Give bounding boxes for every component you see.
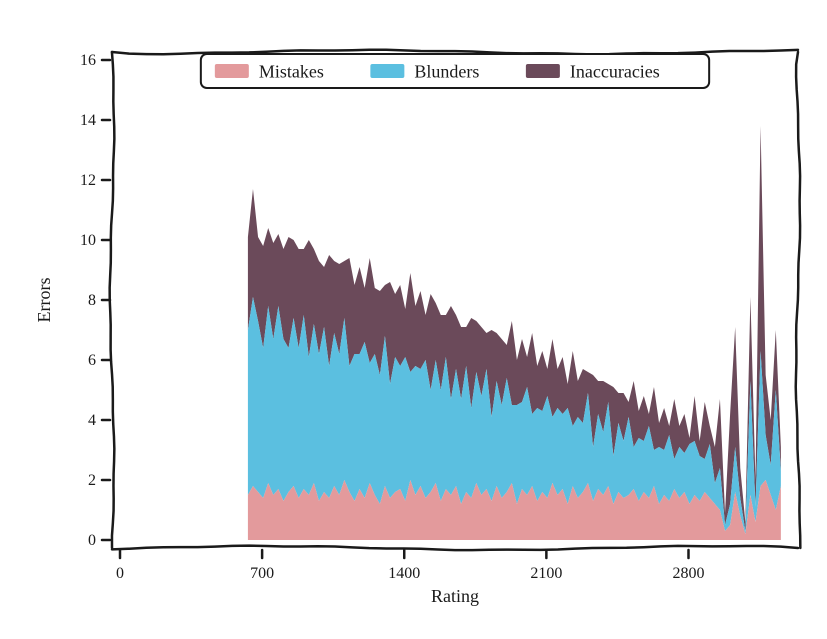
y-tick-label: 12 <box>80 172 96 189</box>
y-tick-label: 16 <box>80 52 96 69</box>
x-tick-label: 2100 <box>530 565 562 582</box>
y-tick-label: 4 <box>88 412 96 429</box>
y-tick-label: 0 <box>88 532 96 549</box>
legend-swatch <box>215 64 249 78</box>
legend-label: Blunders <box>414 61 479 81</box>
x-tick-label: 2800 <box>672 565 704 582</box>
x-tick-label: 0 <box>116 565 124 582</box>
legend-swatch <box>370 64 404 78</box>
legend-swatch <box>526 64 560 78</box>
x-tick-label: 1400 <box>388 565 420 582</box>
y-tick-label: 8 <box>88 292 96 309</box>
legend-label: Mistakes <box>259 61 324 81</box>
y-tick-label: 10 <box>80 232 96 249</box>
x-axis-label: Rating <box>431 586 479 606</box>
x-tick-label: 700 <box>250 565 274 582</box>
y-tick-label: 2 <box>88 472 96 489</box>
stacked-area-chart: 0 2 4 6 8 10 12 14 16 0 700 1400 2100 2800 Errors Ratin… <box>20 20 807 619</box>
y-axis-label: Errors <box>34 278 54 323</box>
legend-label: Inaccuracies <box>570 61 660 81</box>
legend: Mistakes Blunders Inaccuracies <box>201 54 709 88</box>
y-tick-label: 14 <box>80 112 96 129</box>
chart-container: 0 2 4 6 8 10 12 14 16 0 700 1400 2100 2800 Errors Ratin… <box>20 20 807 619</box>
y-tick-label: 6 <box>88 352 96 369</box>
